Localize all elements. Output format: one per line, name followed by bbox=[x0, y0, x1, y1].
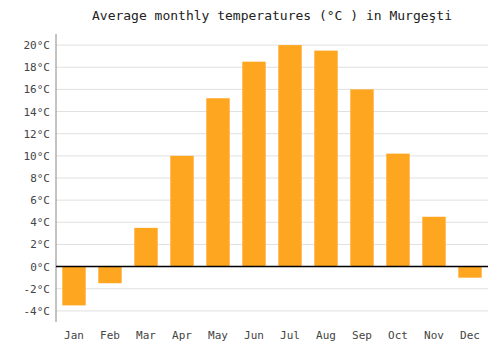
grid-line bbox=[56, 67, 488, 68]
grid-line bbox=[56, 155, 488, 156]
bar bbox=[458, 267, 481, 278]
y-tick-label: -4°C bbox=[24, 305, 51, 318]
grid bbox=[56, 45, 488, 311]
x-tick-label: Jun bbox=[244, 329, 264, 342]
y-axis-line bbox=[56, 34, 57, 322]
y-tick-label: 18°C bbox=[24, 61, 51, 74]
grid-line bbox=[56, 178, 488, 179]
y-tick-label: 16°C bbox=[24, 83, 51, 96]
grid-line bbox=[56, 111, 488, 112]
bar bbox=[170, 156, 193, 267]
y-tick-label: 2°C bbox=[30, 238, 50, 251]
grid-line bbox=[56, 45, 488, 46]
bar bbox=[62, 267, 85, 306]
bar bbox=[386, 154, 409, 267]
grid-line bbox=[56, 200, 488, 201]
x-tick-label: Dec bbox=[460, 329, 480, 342]
bar bbox=[134, 228, 157, 267]
y-tick-label: 10°C bbox=[24, 150, 51, 163]
x-tick-label: Jan bbox=[64, 329, 84, 342]
x-tick-label: Aug bbox=[316, 329, 336, 342]
x-tick-label: May bbox=[208, 329, 228, 342]
grid-line bbox=[56, 310, 488, 311]
chart: Average monthly temperatures (°C ) in Mu… bbox=[0, 0, 500, 350]
x-tick-label: Apr bbox=[172, 329, 192, 342]
grid-line bbox=[56, 288, 488, 289]
y-tick-label: 4°C bbox=[30, 216, 50, 229]
y-tick-label: 0°C bbox=[30, 261, 50, 274]
x-tick-label: Jul bbox=[280, 329, 300, 342]
bar bbox=[278, 45, 301, 267]
y-tick-label: -2°C bbox=[24, 283, 51, 296]
x-tick-label: Oct bbox=[388, 329, 408, 342]
y-tick-label: 8°C bbox=[30, 172, 50, 185]
bar bbox=[98, 267, 121, 284]
y-tick-label: 14°C bbox=[24, 106, 51, 119]
bar bbox=[206, 98, 229, 266]
grid-line bbox=[56, 266, 488, 267]
bar bbox=[350, 89, 373, 266]
bar bbox=[422, 217, 445, 267]
y-tick-label: 20°C bbox=[24, 39, 51, 52]
y-tick-label: 6°C bbox=[30, 194, 50, 207]
grid-line bbox=[56, 89, 488, 90]
zero-line bbox=[56, 266, 488, 268]
title: Average monthly temperatures (°C ) in Mu… bbox=[92, 8, 452, 23]
x-tick-label: Nov bbox=[424, 329, 444, 342]
x-tick-label: Mar bbox=[136, 329, 156, 342]
y-tick-label: 12°C bbox=[24, 128, 51, 141]
x-tick-label: Feb bbox=[100, 329, 120, 342]
x-tick-label: Sep bbox=[352, 329, 372, 342]
bar bbox=[242, 62, 265, 267]
grid-line bbox=[56, 133, 488, 134]
bar bbox=[314, 51, 337, 267]
